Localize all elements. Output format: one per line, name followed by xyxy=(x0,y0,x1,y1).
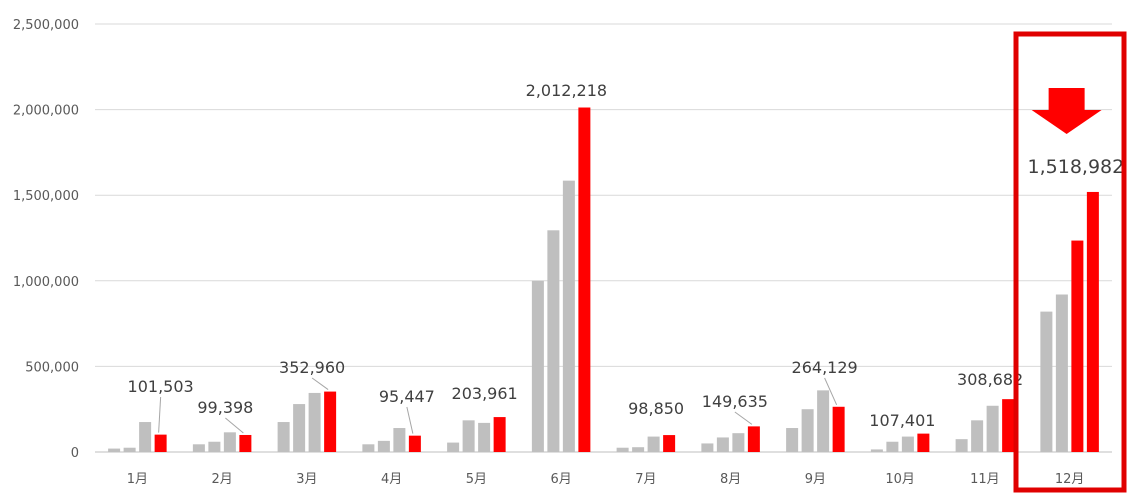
down-arrow-icon xyxy=(1031,88,1102,134)
bar xyxy=(139,422,152,452)
x-tick-label: 7月 xyxy=(635,472,656,487)
x-tick-label: 10月 xyxy=(885,472,915,487)
bar xyxy=(786,428,799,452)
bar xyxy=(1071,240,1084,452)
bar xyxy=(478,422,491,452)
data-label: 101,503 xyxy=(128,377,194,396)
bar xyxy=(632,447,645,452)
bar xyxy=(562,180,575,452)
highlight-frame xyxy=(1013,31,1127,493)
leader-line xyxy=(225,417,244,434)
bar xyxy=(447,442,460,452)
bar xyxy=(747,426,760,452)
highlight-group xyxy=(1013,31,1127,493)
bar xyxy=(971,420,984,452)
bar xyxy=(578,107,591,453)
bar xyxy=(1040,311,1053,452)
x-tick-label: 2月 xyxy=(211,472,232,487)
bar xyxy=(462,420,475,452)
y-tick-label: 500,000 xyxy=(25,360,79,375)
x-tick-label: 3月 xyxy=(296,472,317,487)
bar xyxy=(324,391,337,452)
x-axis: 1月 2月 3月 4月 5月 6月 7月 8月 9月 10月 11月 12月 xyxy=(127,472,1085,487)
bar xyxy=(701,443,714,452)
leader-line xyxy=(158,396,162,433)
bar xyxy=(832,406,845,452)
data-label: 203,961 xyxy=(452,384,518,403)
bars xyxy=(108,107,1099,453)
data-label: 107,401 xyxy=(869,411,935,430)
y-tick-label: 1,500,000 xyxy=(13,189,79,204)
data-label: 99,398 xyxy=(197,398,253,417)
x-tick-label: 11月 xyxy=(970,472,1000,487)
bar xyxy=(493,417,506,452)
bar xyxy=(293,404,306,452)
bar xyxy=(408,435,421,452)
x-tick-label: 8月 xyxy=(720,472,741,487)
gridlines xyxy=(95,23,1112,453)
bar xyxy=(108,448,121,452)
data-label: 95,447 xyxy=(379,387,435,406)
x-tick-label: 5月 xyxy=(466,472,487,487)
bar xyxy=(901,436,914,452)
data-label: 1,518,982 xyxy=(1028,156,1125,178)
bar xyxy=(531,280,544,452)
x-tick-label: 6月 xyxy=(550,472,571,487)
bar xyxy=(663,435,676,452)
bar xyxy=(716,437,729,452)
bar xyxy=(377,440,390,452)
bar xyxy=(223,432,236,452)
bar xyxy=(192,444,205,452)
bar xyxy=(886,441,899,452)
data-label: 2,012,218 xyxy=(526,81,607,100)
bar xyxy=(277,422,290,452)
x-tick-label: 4月 xyxy=(381,472,402,487)
bar xyxy=(208,441,221,452)
x-tick-label: 9月 xyxy=(805,472,826,487)
data-label: 264,129 xyxy=(792,358,858,377)
bar xyxy=(1002,399,1015,452)
y-axis: 0 500,000 1,000,000 1,500,000 2,000,000 2,500… xyxy=(13,18,79,461)
leader-line xyxy=(734,411,753,425)
data-label: 308,682 xyxy=(957,370,1023,389)
bar xyxy=(308,392,321,452)
x-tick-label: 12月 xyxy=(1055,472,1085,487)
y-tick-label: 2,500,000 xyxy=(13,18,79,33)
bar xyxy=(393,428,406,452)
bar xyxy=(239,434,252,452)
leader-line xyxy=(311,377,329,390)
bar xyxy=(801,409,814,452)
y-tick-label: 0 xyxy=(71,446,79,461)
bar xyxy=(362,444,375,452)
data-label: 352,960 xyxy=(279,358,345,377)
data-label: 98,850 xyxy=(628,399,684,418)
x-tick-label: 1月 xyxy=(127,472,148,487)
bar xyxy=(1055,294,1068,452)
bar xyxy=(1086,191,1099,452)
bar xyxy=(955,439,968,452)
bar xyxy=(616,447,629,452)
bar xyxy=(917,433,930,452)
bar xyxy=(123,447,136,452)
leader-lines xyxy=(158,377,838,434)
leader-line xyxy=(824,377,838,405)
data-label: 149,635 xyxy=(702,392,768,411)
y-tick-label: 2,000,000 xyxy=(13,104,79,119)
bar xyxy=(817,390,830,452)
y-tick-label: 1,000,000 xyxy=(13,275,79,290)
bar xyxy=(647,436,660,452)
leader-line xyxy=(406,406,414,434)
bar xyxy=(986,405,999,452)
bar xyxy=(547,230,560,452)
bar xyxy=(154,434,167,452)
bar xyxy=(870,449,883,452)
bar xyxy=(732,433,745,452)
